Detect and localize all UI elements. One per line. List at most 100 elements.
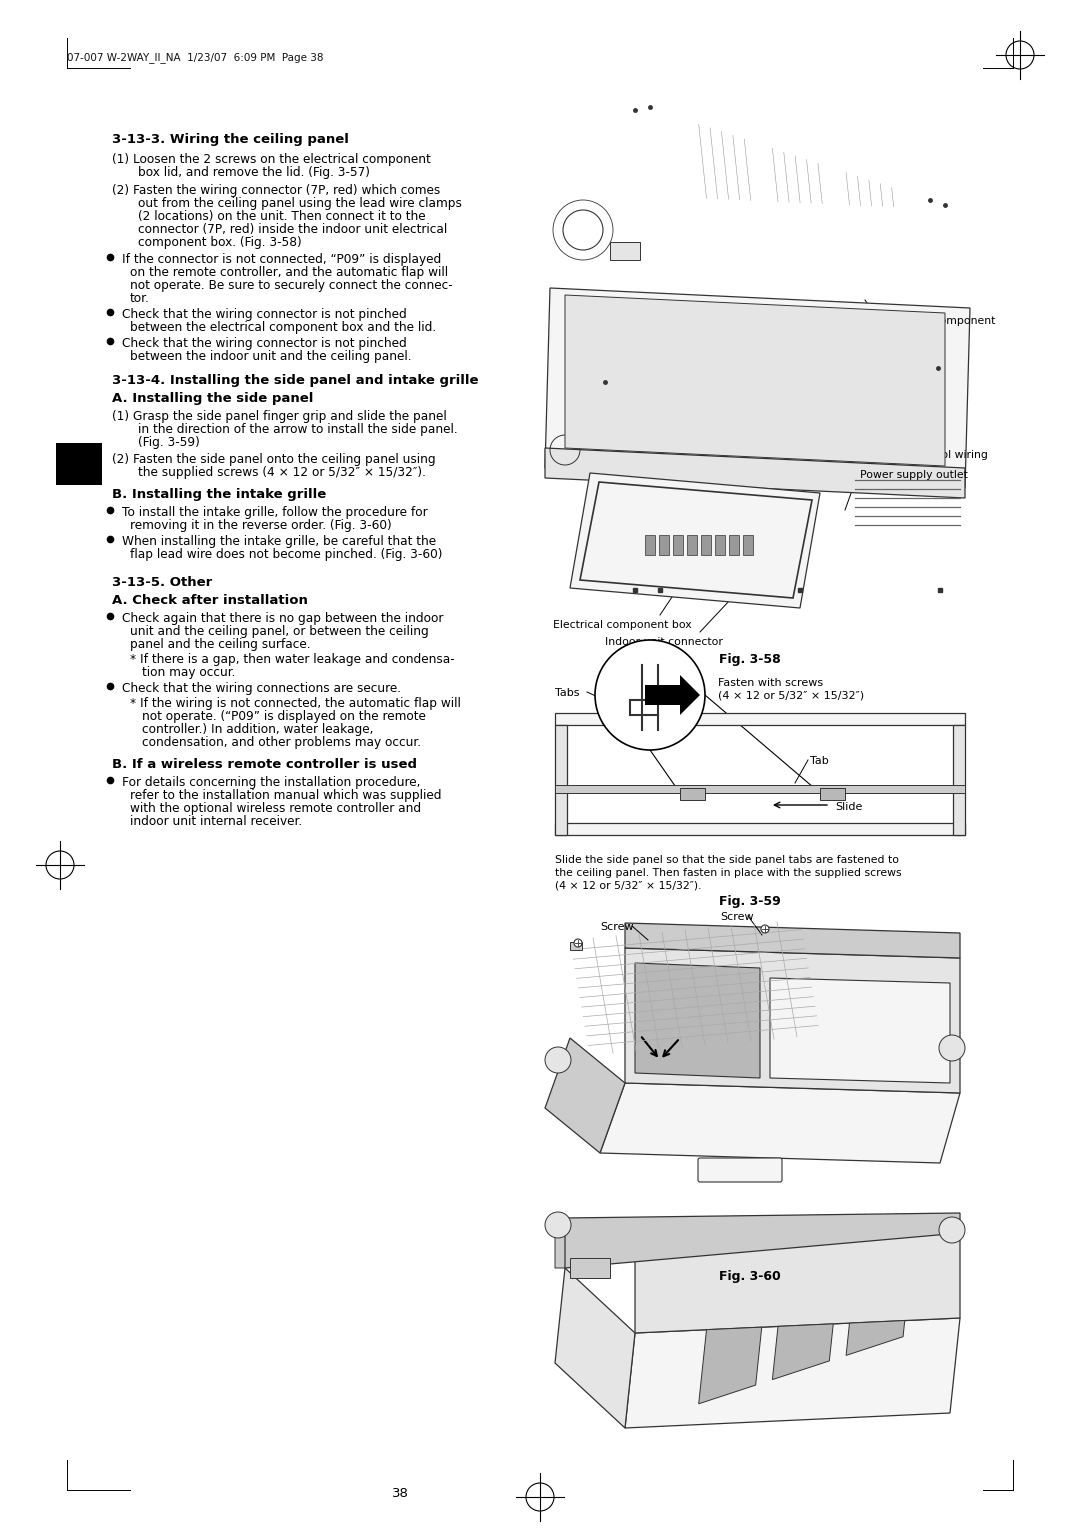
Text: Check again that there is no gap between the indoor: Check again that there is no gap between… — [122, 613, 444, 625]
Text: indoor unit internal receiver.: indoor unit internal receiver. — [130, 814, 302, 828]
Polygon shape — [555, 1229, 575, 1268]
FancyBboxPatch shape — [953, 724, 966, 834]
Polygon shape — [545, 287, 970, 487]
Circle shape — [595, 640, 705, 750]
Text: box cover: box cover — [880, 329, 933, 339]
Text: Screw: Screw — [720, 912, 754, 921]
Text: Check that the wiring connections are secure.: Check that the wiring connections are se… — [122, 681, 401, 695]
FancyBboxPatch shape — [555, 724, 567, 834]
Text: Slide the side panel so that the side panel tabs are fastened to: Slide the side panel so that the side pa… — [555, 856, 899, 865]
FancyBboxPatch shape — [56, 443, 102, 484]
Text: (4 × 12 or 5/32″ × 15/32″).: (4 × 12 or 5/32″ × 15/32″). — [555, 882, 702, 891]
Text: removing it in the reverse order. (Fig. 3-60): removing it in the reverse order. (Fig. … — [130, 520, 392, 532]
Text: Check that the wiring connector is not pinched: Check that the wiring connector is not p… — [122, 309, 407, 321]
FancyBboxPatch shape — [680, 788, 705, 801]
Text: For details concerning the installation procedure,: For details concerning the installation … — [122, 776, 420, 788]
Text: condensation, and other problems may occur.: condensation, and other problems may occ… — [141, 736, 421, 749]
Text: between the electrical component box and the lid.: between the electrical component box and… — [130, 321, 436, 335]
Text: A: A — [72, 471, 85, 487]
Text: flap lead wire does not become pinched. (Fig. 3-60): flap lead wire does not become pinched. … — [130, 549, 443, 561]
Text: A. Installing the side panel: A. Installing the side panel — [112, 393, 313, 405]
Text: tor.: tor. — [130, 292, 150, 306]
Text: box lid, and remove the lid. (Fig. 3-57): box lid, and remove the lid. (Fig. 3-57) — [138, 167, 370, 179]
Circle shape — [545, 1212, 571, 1238]
Text: 3-13-3. Wiring the ceiling panel: 3-13-3. Wiring the ceiling panel — [112, 133, 349, 147]
Text: 38: 38 — [392, 1487, 408, 1500]
Text: (2) Fasten the wiring connector (7P, red) which comes: (2) Fasten the wiring connector (7P, red… — [112, 183, 441, 197]
Text: the supplied screws (4 × 12 or 5/32″ × 15/32″).: the supplied screws (4 × 12 or 5/32″ × 1… — [138, 466, 426, 478]
Polygon shape — [846, 1320, 905, 1355]
Text: refer to the installation manual which was supplied: refer to the installation manual which w… — [130, 788, 442, 802]
Text: Slide: Slide — [835, 802, 862, 811]
Text: Electrical component box: Electrical component box — [553, 620, 691, 630]
Text: When installing the intake grille, be careful that the: When installing the intake grille, be ca… — [122, 535, 436, 549]
Circle shape — [545, 1047, 571, 1073]
Text: Screw: Screw — [600, 921, 634, 932]
Circle shape — [939, 1216, 966, 1242]
Polygon shape — [625, 923, 960, 958]
Text: with the optional wireless remote controller and: with the optional wireless remote contro… — [130, 802, 421, 814]
Text: on the remote controller, and the automatic flap will: on the remote controller, and the automa… — [130, 266, 448, 280]
FancyBboxPatch shape — [570, 941, 582, 950]
Text: panel and the ceiling surface.: panel and the ceiling surface. — [130, 639, 311, 651]
Text: Indoor unit connector: Indoor unit connector — [605, 637, 723, 646]
Text: in the direction of the arrow to install the side panel.: in the direction of the arrow to install… — [138, 423, 458, 435]
Text: Fasten with screws: Fasten with screws — [718, 678, 823, 688]
FancyBboxPatch shape — [687, 535, 697, 555]
FancyBboxPatch shape — [820, 788, 845, 801]
Text: 3-13-5. Other: 3-13-5. Other — [112, 576, 213, 588]
Polygon shape — [645, 675, 700, 715]
FancyBboxPatch shape — [698, 1158, 782, 1183]
Text: tion may occur.: tion may occur. — [141, 666, 235, 678]
Text: (1) Grasp the side panel finger grip and slide the panel: (1) Grasp the side panel finger grip and… — [112, 410, 447, 423]
Text: Screw: Screw — [565, 327, 598, 338]
Text: (2 locations) on the unit. Then connect it to the: (2 locations) on the unit. Then connect … — [138, 209, 426, 223]
Text: If the connector is not connected, “P09” is displayed: If the connector is not connected, “P09”… — [122, 254, 442, 266]
FancyBboxPatch shape — [659, 535, 669, 555]
Text: Electrical component: Electrical component — [880, 316, 996, 325]
Text: not operate. Be sure to securely connect the connec-: not operate. Be sure to securely connect… — [130, 280, 453, 292]
Polygon shape — [699, 1328, 761, 1404]
Polygon shape — [625, 1319, 960, 1429]
Text: Tab: Tab — [810, 756, 828, 766]
Text: B. If a wireless remote controller is used: B. If a wireless remote controller is us… — [112, 758, 417, 772]
Circle shape — [573, 940, 582, 947]
Text: Fig. 3-57: Fig. 3-57 — [714, 342, 775, 354]
Polygon shape — [635, 963, 760, 1077]
Text: (4 × 12 or 5/32″ × 15/32″): (4 × 12 or 5/32″ × 15/32″) — [718, 691, 864, 701]
Polygon shape — [635, 1233, 960, 1332]
Text: 07-007 W-2WAY_II_NA  1/23/07  6:09 PM  Page 38: 07-007 W-2WAY_II_NA 1/23/07 6:09 PM Page… — [67, 52, 324, 63]
Text: * If the wiring is not connected, the automatic flap will: * If the wiring is not connected, the au… — [130, 697, 461, 711]
Text: controller.) In addition, water leakage,: controller.) In addition, water leakage, — [141, 723, 374, 736]
Polygon shape — [570, 474, 820, 608]
Polygon shape — [545, 1038, 625, 1154]
Text: To install the intake grille, follow the procedure for: To install the intake grille, follow the… — [122, 506, 428, 520]
Text: Fig. 3-58: Fig. 3-58 — [719, 652, 781, 666]
Text: B. Installing the intake grille: B. Installing the intake grille — [112, 487, 326, 501]
FancyBboxPatch shape — [701, 535, 711, 555]
FancyBboxPatch shape — [715, 535, 725, 555]
Text: (2) Fasten the side panel onto the ceiling panel using: (2) Fasten the side panel onto the ceili… — [112, 452, 435, 466]
Text: out from the ceiling panel using the lead wire clamps: out from the ceiling panel using the lea… — [138, 197, 462, 209]
Text: A. Check after installation: A. Check after installation — [112, 594, 308, 607]
Text: 3-13-4. Installing the side panel and intake grille: 3-13-4. Installing the side panel and in… — [112, 374, 478, 387]
FancyBboxPatch shape — [555, 824, 966, 834]
FancyBboxPatch shape — [555, 785, 966, 793]
FancyBboxPatch shape — [729, 535, 739, 555]
Text: Fig. 3-59: Fig. 3-59 — [719, 895, 781, 908]
FancyBboxPatch shape — [673, 535, 683, 555]
Polygon shape — [565, 295, 945, 466]
Text: unit and the ceiling panel, or between the ceiling: unit and the ceiling panel, or between t… — [130, 625, 429, 639]
FancyBboxPatch shape — [645, 535, 654, 555]
Circle shape — [939, 1034, 966, 1060]
FancyBboxPatch shape — [555, 714, 966, 724]
Text: the ceiling panel. Then fasten in place with the supplied screws: the ceiling panel. Then fasten in place … — [555, 868, 902, 879]
Text: component box. (Fig. 3-58): component box. (Fig. 3-58) — [138, 235, 301, 249]
Text: connector (7P, red) inside the indoor unit electrical: connector (7P, red) inside the indoor un… — [138, 223, 447, 235]
Text: Tabs: Tabs — [555, 688, 580, 698]
Polygon shape — [772, 1323, 834, 1380]
Text: Power supply outlet: Power supply outlet — [860, 471, 968, 480]
Polygon shape — [565, 1213, 960, 1268]
Circle shape — [761, 924, 769, 934]
Text: not operate. (“P09” is displayed on the remote: not operate. (“P09” is displayed on the … — [141, 711, 426, 723]
